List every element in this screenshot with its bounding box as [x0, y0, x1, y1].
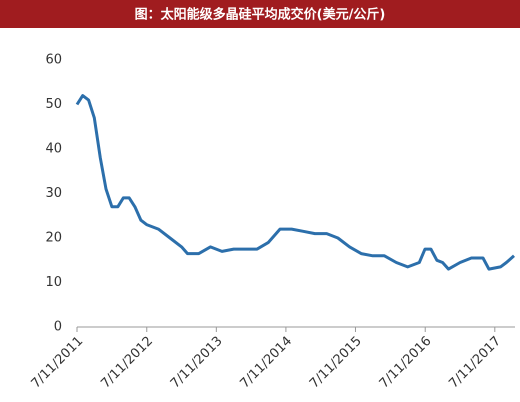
y-tick-label: 10: [45, 275, 62, 290]
y-tick-label: 40: [45, 142, 62, 157]
x-tick-label: 7/11/2014: [237, 334, 295, 392]
y-tick-label: 0: [54, 320, 62, 335]
data-line: [75, 94, 515, 271]
x-tick-label: 7/11/2011: [29, 334, 87, 392]
x-tick-label: 7/11/2015: [307, 334, 365, 392]
x-tick-label: 7/11/2013: [168, 334, 226, 392]
x-tick-label: 7/11/2016: [377, 334, 435, 392]
x-tick-label: 7/11/2012: [98, 334, 156, 392]
y-tick-label: 50: [45, 97, 62, 112]
y-tick-label: 60: [45, 53, 62, 68]
title-banner: [0, 0, 520, 28]
x-tick-label: 7/11/2017: [446, 334, 504, 392]
chart-title: 图：太阳能级多晶硅平均成交价(美元/公斤): [135, 7, 386, 23]
y-tick-label: 20: [45, 231, 62, 246]
y-tick-label: 30: [45, 186, 62, 201]
